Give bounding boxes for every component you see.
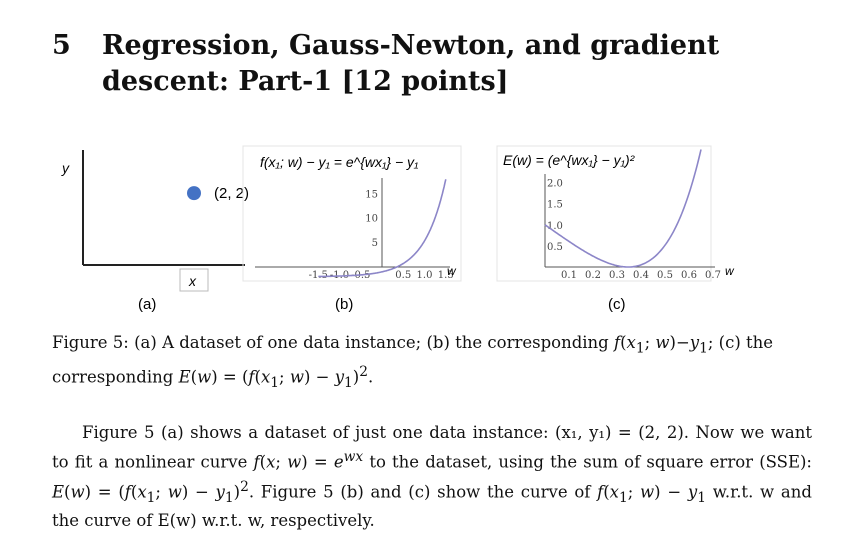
panel-b-x-tick-label: 0.5 xyxy=(395,270,411,281)
panel-b-x-tick-label: 1.0 xyxy=(417,270,433,281)
panel-c-x-tick-label: 0.3 xyxy=(609,270,625,281)
panel-c-title: E(w) = (e^{wx₁} − y₁)² xyxy=(503,152,636,168)
figure-caption: Figure 5: (a) A dataset of one data inst… xyxy=(52,333,774,392)
data-point-label: (2, 2) xyxy=(214,185,249,202)
panel-c-x-tick-label: 0.2 xyxy=(585,270,601,281)
figure-5-svg: y x (2, 2) (a) f(x₁; w) − y₁ = e^{wx₁} −… xyxy=(61,145,735,313)
paragraph-sentence-1: Figure 5 (a) shows a dataset of just one… xyxy=(52,423,812,472)
panel-c-x-tick-label: 0.1 xyxy=(561,270,577,281)
panel-c-sub-label: (c) xyxy=(608,296,626,313)
panel-a: y x (2, 2) (a) xyxy=(61,150,249,313)
panel-c-x-tick-label: 0.6 xyxy=(681,270,697,281)
panel-c-y-tick-label: 2.0 xyxy=(547,179,563,190)
caption-part-1: (a) A dataset of one data instance; (b) … xyxy=(128,333,614,352)
panel-b-x-tick-label: 1.5 xyxy=(438,270,454,281)
panel-b-y-tick-label: 5 xyxy=(372,238,378,249)
caption-part-2: ; (c) the corresponding xyxy=(52,333,774,387)
panel-c-curve xyxy=(544,149,702,268)
caption-label: Figure 5: xyxy=(52,333,129,352)
panel-c: E(w) = (e^{wx₁} − y₁)² 0.1 0.2 0.3 0.4 0.5 0.… xyxy=(496,145,735,313)
paragraph-sentence-2: to the dataset, using the sum of square … xyxy=(363,452,812,472)
figure-5: y x (2, 2) (a) f(x₁; w) − y₁ = e^{wx₁} −… xyxy=(40,140,820,320)
panel-a-y-label: y xyxy=(61,160,70,176)
panel-c-frame xyxy=(496,145,712,282)
panel-b-y-tick-label: 10 xyxy=(365,214,378,225)
panel-c-x-tick-label: 0.4 xyxy=(633,270,649,281)
panel-c-x-tick-label: 0.5 xyxy=(657,270,673,281)
panel-c-x-tick-label: 0.7 xyxy=(705,270,721,281)
panel-a-x-label: x xyxy=(188,273,197,289)
panel-c-x-label: w xyxy=(725,264,735,278)
panel-c-y-tick-label: 0.5 xyxy=(547,242,563,253)
panel-b-x-label: w xyxy=(447,264,457,278)
data-point xyxy=(187,186,201,201)
panel-c-axes: 0.1 0.2 0.3 0.4 0.5 0.6 0.7 0.5 1.0 1.5 2.0 xyxy=(544,174,721,281)
paragraph-sentence-4: w.r.t. w and the curve of E(w) w.r.t. w,… xyxy=(52,482,812,531)
body-paragraph: Figure 5 (a) shows a dataset of just one… xyxy=(52,423,812,531)
panel-c-y-tick-label: 1.0 xyxy=(547,221,563,232)
panel-b: f(x₁; w) − y₁ = e^{wx₁} − y₁ -1.5 -1.0 -0.… xyxy=(242,145,462,313)
panel-a-x-label-box xyxy=(179,268,209,292)
panel-a-sub-label: (a) xyxy=(138,296,156,313)
panel-b-x-tick-label: -1.5 xyxy=(309,270,328,281)
panel-b-frame xyxy=(242,145,462,282)
panel-b-title: f(x₁; w) − y₁ = e^{wx₁} − y₁ xyxy=(260,154,419,170)
panel-b-curve xyxy=(318,179,447,278)
panel-c-y-tick-label: 1.5 xyxy=(547,200,563,211)
panel-b-sub-label: (b) xyxy=(335,296,353,313)
panel-b-y-tick-label: 15 xyxy=(365,189,378,200)
section-title: Regression, Gauss-Newton, and gradient d… xyxy=(102,30,720,97)
section-number: 5 xyxy=(52,30,71,61)
paragraph-sentence-3: . Figure 5 (b) and (c) show the curve of xyxy=(248,482,598,501)
